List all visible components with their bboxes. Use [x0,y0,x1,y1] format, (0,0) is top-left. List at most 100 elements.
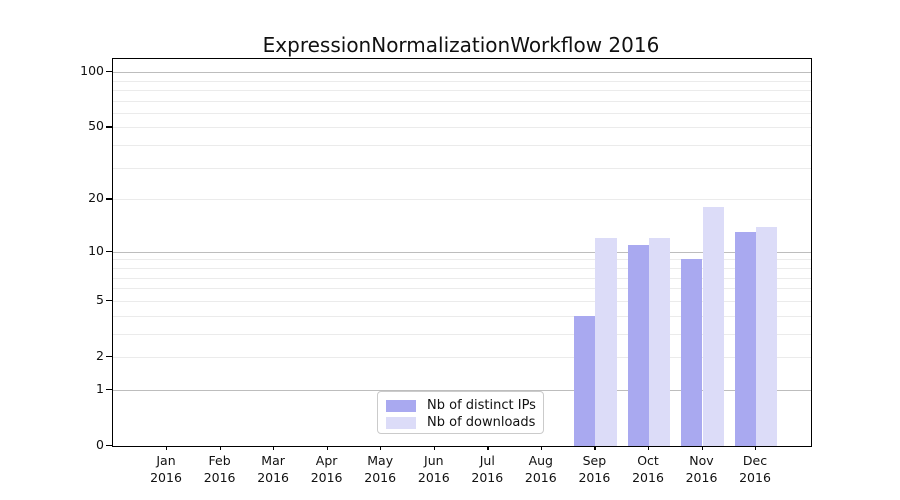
chart-title: ExpressionNormalizationWorkflow 2016 [262,33,660,57]
legend-entry-downloads: Nb of downloads [386,414,535,431]
x-tick-month: Oct [637,453,659,468]
y-gridline-minor [113,259,811,261]
bar-nb-of-distinct-ips [734,232,756,446]
x-tick-year: 2016 [471,470,504,485]
x-tick-label: Apr 2016 [292,452,362,486]
y-gridline-minor [113,127,811,129]
x-tick-label: Mar 2016 [238,452,308,486]
y-gridline-minor [113,357,811,358]
bar-nb-of-distinct-ips [574,315,596,446]
x-tick-month: May [367,453,394,468]
x-tick-label: Jun 2016 [399,452,469,486]
x-tick-month: Sep [582,453,607,468]
y-gridline-major [113,72,811,73]
bar-nb-of-downloads [756,226,778,446]
y-tick-label: 2 [96,348,104,363]
y-gridline-minor [113,89,811,91]
bar-nb-of-downloads [649,238,671,446]
x-tick-mark [701,446,703,450]
x-tick-mark [648,446,650,450]
x-tick-label: Dec 2016 [720,452,790,486]
x-tick-year: 2016 [364,470,397,485]
y-gridline-major [113,251,811,253]
x-tick-label: May 2016 [345,452,415,486]
legend-label-downloads: Nb of downloads [427,415,536,430]
y-gridline-major [113,389,811,391]
x-tick-mark [166,446,168,450]
y-gridline-minor [113,277,811,279]
x-tick-year: 2016 [203,470,236,485]
x-tick-month: Jun [424,453,444,468]
x-tick-year: 2016 [417,470,450,485]
x-tick-month: Aug [528,453,553,468]
y-gridline-minor [113,333,811,335]
x-tick-year: 2016 [310,470,343,485]
y-tick-mark [106,445,112,447]
x-tick-label: Nov 2016 [667,452,737,486]
x-tick-month: Dec [742,453,768,468]
plot-area [112,58,812,447]
x-tick-month: Jan [156,453,176,468]
y-tick-mark [106,126,112,128]
y-gridline-minor [113,167,811,169]
x-tick-year: 2016 [685,470,718,485]
y-tick-label: 20 [88,190,104,206]
x-tick-mark [219,446,221,450]
legend: Nb of distinct IPs Nb of downloads [377,391,544,434]
x-tick-month: Jul [479,453,495,468]
bar-nb-of-downloads [702,207,724,446]
bars-layer [113,59,811,446]
y-tick-label: 10 [88,242,104,258]
legend-entry-distinct-ips: Nb of distinct IPs [386,397,536,414]
x-tick-label: Feb 2016 [185,452,255,486]
y-tick-mark [106,388,112,391]
y-tick-label: 0 [96,437,104,452]
y-gridline-minor [113,199,811,201]
y-gridline-minor [113,288,811,290]
y-gridline-minor [113,300,811,302]
x-tick-label: Jul 2016 [452,452,522,486]
y-tick-label: 5 [96,291,104,307]
x-tick-label: Sep 2016 [559,452,629,486]
x-tick-mark [380,446,382,450]
y-gridline-minor [113,80,811,82]
x-tick-mark [594,446,596,450]
x-tick-month: Mar [261,453,285,468]
y-tick-mark [106,198,112,200]
bar-nb-of-downloads [595,238,617,446]
y-gridline-minor [113,315,811,317]
legend-swatch-downloads [386,416,416,429]
y-tick-mark [106,250,112,252]
y-tick-label: 50 [88,118,104,134]
x-tick-year: 2016 [150,470,182,485]
x-tick-year: 2016 [257,470,289,485]
gridlines-layer [113,59,811,446]
x-tick-label: Oct 2016 [613,452,683,486]
y-gridline-minor [113,145,811,147]
x-tick-mark [540,446,543,450]
legend-label-distinct-ips: Nb of distinct IPs [427,398,536,413]
y-tick-mark [106,356,112,358]
y-gridline-minor [113,112,811,114]
x-tick-year: 2016 [524,470,557,485]
y-gridline-minor [113,267,811,269]
legend-swatch-distinct-ips [386,399,416,412]
x-tick-year: 2016 [632,470,664,485]
y-tick-mark [106,71,112,73]
x-tick-mark [487,446,489,450]
x-tick-year: 2016 [578,470,611,485]
x-tick-label: Jan 2016 [131,452,201,486]
bar-nb-of-distinct-ips [681,259,703,446]
x-tick-month: Nov [689,453,714,468]
x-tick-year: 2016 [739,470,771,485]
x-tick-month: Feb [208,453,231,468]
x-tick-label: Aug 2016 [506,452,576,486]
x-tick-mark [273,446,275,450]
x-tick-month: Apr [315,453,338,468]
y-tick-label: 1 [96,380,104,396]
y-gridline-minor [113,100,811,102]
x-tick-mark [326,446,328,450]
x-tick-mark [433,446,436,450]
y-tick-label: 100 [80,63,104,78]
